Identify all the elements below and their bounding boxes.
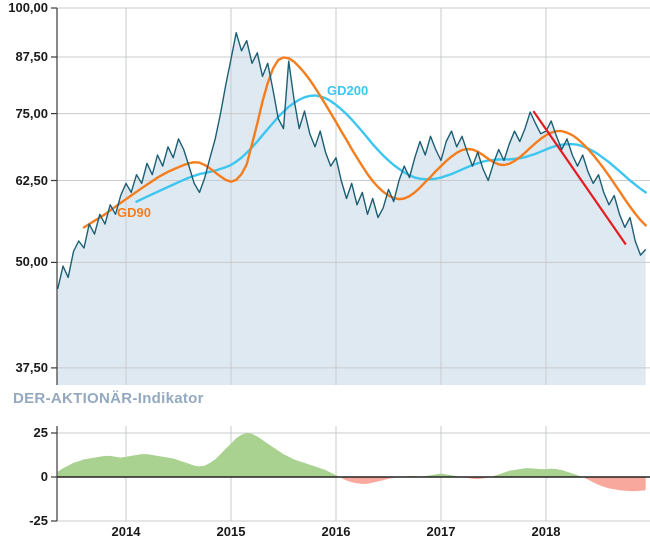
x-label-2016: 2016 xyxy=(321,524,351,539)
main-y-label-100: 100,00 xyxy=(8,0,48,15)
main-y-label-37-5: 37,50 xyxy=(15,360,48,375)
x-label-2017: 2017 xyxy=(426,524,456,539)
indicator-area-positive xyxy=(57,433,646,477)
price-line xyxy=(57,32,647,290)
main-y-label-50: 50,00 xyxy=(15,254,48,269)
gd90-label: GD90 xyxy=(117,205,151,220)
indicator-y-label-minus25: -25 xyxy=(29,513,48,528)
x-label-2015: 2015 xyxy=(216,524,246,539)
trend-line xyxy=(532,110,627,246)
x-label-2014: 2014 xyxy=(111,524,141,539)
indicator-y-label-0: 0 xyxy=(40,469,48,484)
main-y-label-62-5: 62,50 xyxy=(15,173,48,188)
gd200-label: GD200 xyxy=(327,83,369,98)
gd90-line xyxy=(82,56,647,229)
indicator-area-negative xyxy=(57,477,646,492)
x-label-2018: 2018 xyxy=(531,524,561,539)
main-y-label-75: 75,00 xyxy=(15,106,48,121)
indicator-title: DER-AKTIONÄR-Indikator xyxy=(13,390,204,407)
indicator-y-label-25: 25 xyxy=(33,425,48,440)
price-area xyxy=(57,32,646,385)
main-y-label-87-5: 87,50 xyxy=(15,49,48,64)
gd200-line xyxy=(135,94,647,203)
